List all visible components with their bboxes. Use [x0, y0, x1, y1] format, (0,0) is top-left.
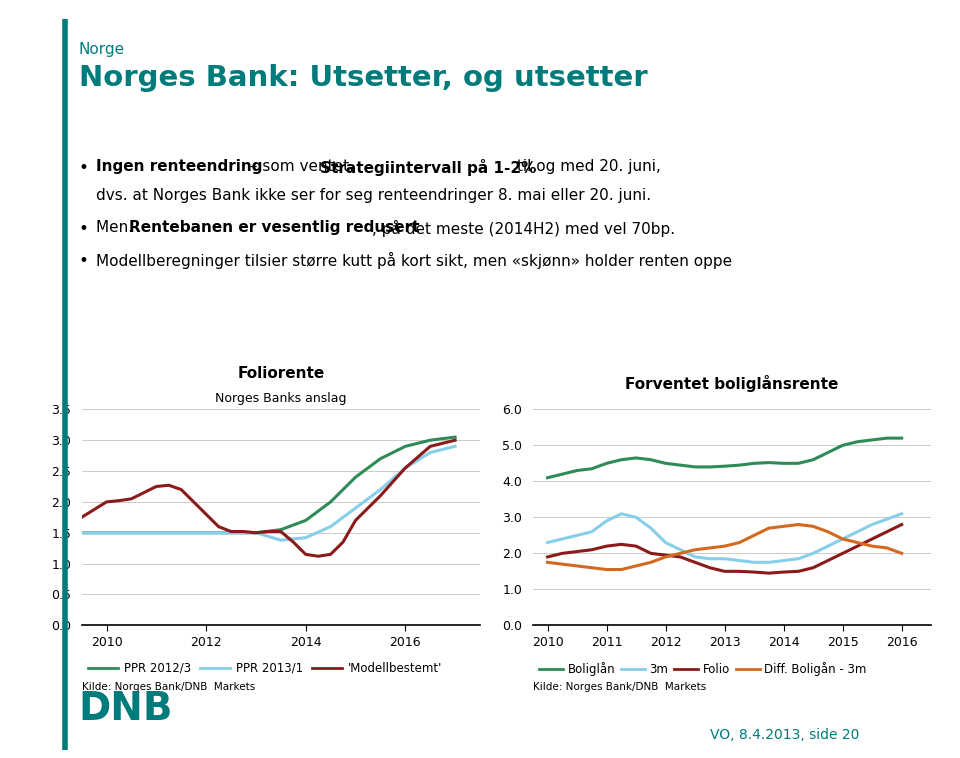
Text: Kilde: Norges Bank/DNB  Markets: Kilde: Norges Bank/DNB Markets — [82, 681, 254, 691]
Text: Rentebanen er vesentlig redusert: Rentebanen er vesentlig redusert — [129, 220, 420, 235]
Text: Norges Banks anslag: Norges Banks anslag — [215, 392, 347, 405]
Text: DNB: DNB — [79, 690, 173, 728]
Text: •: • — [79, 220, 88, 238]
Text: Foliorente: Foliorente — [237, 366, 324, 381]
Legend: Boliglån, 3m, Folio, Diff. Boligån - 3m: Boliglån, 3m, Folio, Diff. Boligån - 3m — [535, 657, 872, 681]
Text: – som ventet.: – som ventet. — [245, 159, 359, 174]
Text: •: • — [79, 252, 88, 270]
Text: •: • — [79, 159, 88, 177]
Legend: PPR 2012/3, PPR 2013/1, 'Modellbestemt': PPR 2012/3, PPR 2013/1, 'Modellbestemt' — [84, 657, 446, 680]
Text: Ingen renteendring: Ingen renteendring — [96, 159, 262, 174]
Text: Modellberegninger tilsier større kutt på kort sikt, men «skjønn» holder renten o: Modellberegninger tilsier større kutt på… — [96, 252, 732, 268]
Text: til og med 20. juni,: til og med 20. juni, — [512, 159, 660, 174]
Text: Forventet boliglånsrente: Forventet boliglånsrente — [625, 375, 839, 392]
Text: Men.: Men. — [96, 220, 138, 235]
Text: VO, 8.4.2013, side 20: VO, 8.4.2013, side 20 — [709, 728, 859, 742]
Text: Strategiintervall på 1-2%: Strategiintervall på 1-2% — [320, 159, 536, 176]
Text: Norge: Norge — [79, 42, 125, 57]
Text: dvs. at Norges Bank ikke ser for seg renteendringer 8. mai eller 20. juni.: dvs. at Norges Bank ikke ser for seg ren… — [96, 188, 651, 203]
Text: , på det meste (2014H2) med vel 70bp.: , på det meste (2014H2) med vel 70bp. — [372, 220, 676, 236]
Text: Kilde: Norges Bank/DNB  Markets: Kilde: Norges Bank/DNB Markets — [533, 681, 706, 691]
Text: Norges Bank: Utsetter, og utsetter: Norges Bank: Utsetter, og utsetter — [79, 64, 647, 92]
